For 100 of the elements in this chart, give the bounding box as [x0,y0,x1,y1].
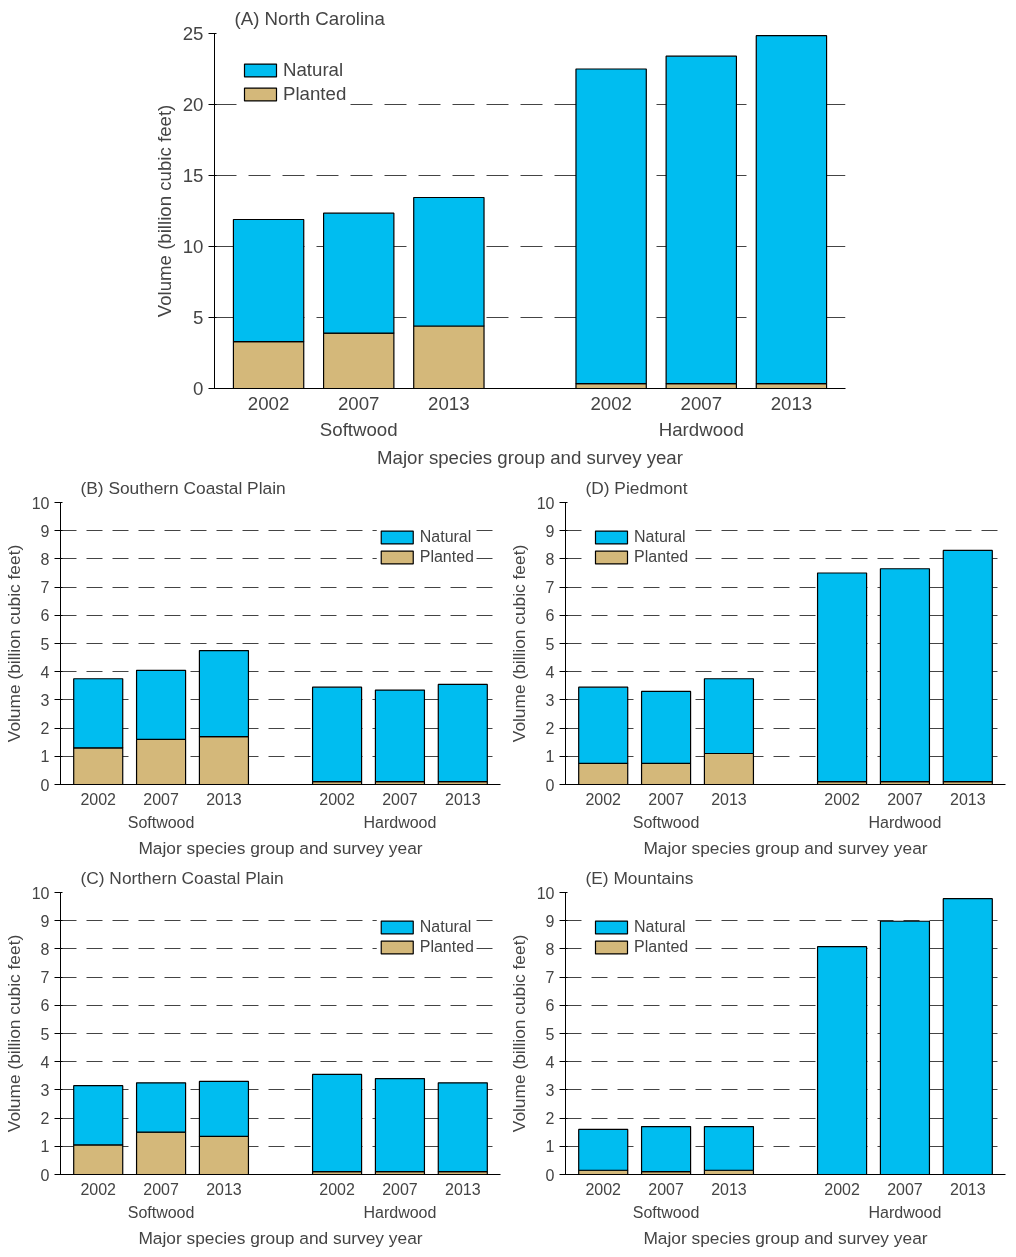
text: Hardwood [363,1203,437,1221]
y-tick-label: 9 [545,912,555,930]
text: Hardwood [363,813,437,831]
y-tick-label: 4 [40,1053,50,1071]
legend-label: Natural [634,918,686,936]
x-tick-label: 2013 [770,392,813,414]
y-tick-label: 8 [40,940,50,958]
x-tick-label: 2007 [382,790,418,808]
x-tick-label: 2007 [648,1180,684,1198]
chart-title: (D) Piedmont [585,477,688,498]
y-tick-label: 9 [40,912,50,930]
x-tick-label: 2013 [444,1180,481,1198]
x-tick-label: 2002 [80,1180,117,1198]
y-tick-label: 5 [193,307,204,328]
x-tick-label: 2002 [590,392,632,414]
legend-label: Natural [634,528,686,546]
x-tick-label: 2013 [206,1180,242,1198]
chart-title: (C) Northern Coastal Plain [80,867,284,888]
x-tick-label: 2002 [80,790,117,808]
y-tick-label: 8 [545,940,555,958]
text: Softwood [632,1203,700,1221]
x-tick-label: 2002 [585,1180,622,1198]
x-tick-label: 2007 [680,392,723,414]
y-axis-title: Volume (billion cubic feet) [153,104,175,318]
legend-label: Natural [419,918,472,936]
legend-label: Planted [419,938,474,956]
y-tick-label: 7 [40,969,50,987]
y-tick-label: 0 [545,1166,555,1184]
y-tick-label: 2 [545,1110,555,1128]
y-tick-label: 0 [40,776,50,794]
text: Softwood [319,418,398,440]
x-axis-title: Major species group and survey year [643,1227,928,1248]
x-axis-title: Major species group and survey year [377,446,683,468]
x-tick-label: 2007 [648,790,684,808]
x-tick-label: 2002 [824,1180,860,1198]
y-tick-label: 5 [545,1025,555,1043]
y-tick-label: 0 [545,776,555,794]
y-axis-title: Volume (billion cubic feet) [3,544,24,743]
chart-title: (E) Mountains [585,867,694,888]
x-tick-label: 2013 [428,392,470,414]
y-tick-label: 5 [40,1025,50,1043]
y-tick-label: 5 [40,635,50,653]
y-tick-label: 6 [545,997,555,1015]
x-tick-label: 2007 [143,790,179,808]
y-tick-label: 3 [545,691,555,709]
chart-title: (A) North Carolina [234,7,386,29]
x-tick-label: 2013 [711,1180,747,1198]
text: Hardwood [868,1203,942,1221]
y-tick-label: 0 [40,1166,50,1184]
y-axis-title: Volume (billion cubic feet) [508,544,529,743]
y-tick-label: 4 [40,663,50,681]
y-tick-label: 2 [545,720,555,738]
x-tick-label: 2007 [143,1180,179,1198]
x-tick-label: 2007 [887,790,923,808]
x-axis-title: Major species group and survey year [138,837,423,858]
y-tick-label: 2 [40,720,50,738]
y-tick-label: 6 [40,607,50,625]
legend-label: Natural [419,528,472,546]
y-tick-label: 4 [545,663,555,681]
y-tick-label: 0 [193,378,204,399]
y-tick-label: 15 [182,165,204,186]
x-tick-label: 2002 [319,790,355,808]
y-axis-title: Volume (billion cubic feet) [3,934,24,1133]
y-tick-label: 1 [545,1138,555,1156]
text: Softwood [127,1203,195,1221]
y-tick-label: 10 [182,236,204,257]
x-tick-label: 2002 [585,790,622,808]
y-tick-label: 1 [40,1138,50,1156]
y-tick-label: 7 [40,579,50,597]
text: Softwood [127,813,195,831]
legend-label: Planted [419,548,474,566]
y-tick-label: 10 [536,884,555,902]
x-tick-label: 2013 [949,790,986,808]
y-tick-label: 10 [31,884,50,902]
y-tick-label: 9 [545,522,555,540]
y-tick-label: 1 [40,748,50,766]
y-tick-label: 3 [40,1081,50,1099]
y-tick-label: 8 [545,550,555,568]
y-tick-label: 20 [182,94,204,115]
text: Hardwood [658,418,744,440]
x-axis-title: Major species group and survey year [138,1227,423,1248]
y-tick-label: 7 [545,969,555,987]
y-tick-label: 5 [545,635,555,653]
x-tick-label: 2002 [247,392,290,414]
x-tick-label: 2013 [949,1180,986,1198]
x-tick-label: 2007 [887,1180,923,1198]
y-tick-label: 6 [545,607,555,625]
x-tick-label: 2007 [382,1180,418,1198]
x-axis-title: Major species group and survey year [643,837,928,858]
x-tick-label: 2007 [337,392,380,414]
y-tick-label: 3 [545,1081,555,1099]
y-tick-label: 2 [40,1110,50,1128]
y-tick-label: 8 [40,550,50,568]
y-tick-label: 9 [40,522,50,540]
y-tick-label: 10 [536,494,555,512]
text: Softwood [632,813,700,831]
x-tick-label: 2013 [711,790,747,808]
y-tick-label: 3 [40,691,50,709]
x-tick-label: 2013 [444,790,481,808]
y-tick-label: 1 [545,748,555,766]
